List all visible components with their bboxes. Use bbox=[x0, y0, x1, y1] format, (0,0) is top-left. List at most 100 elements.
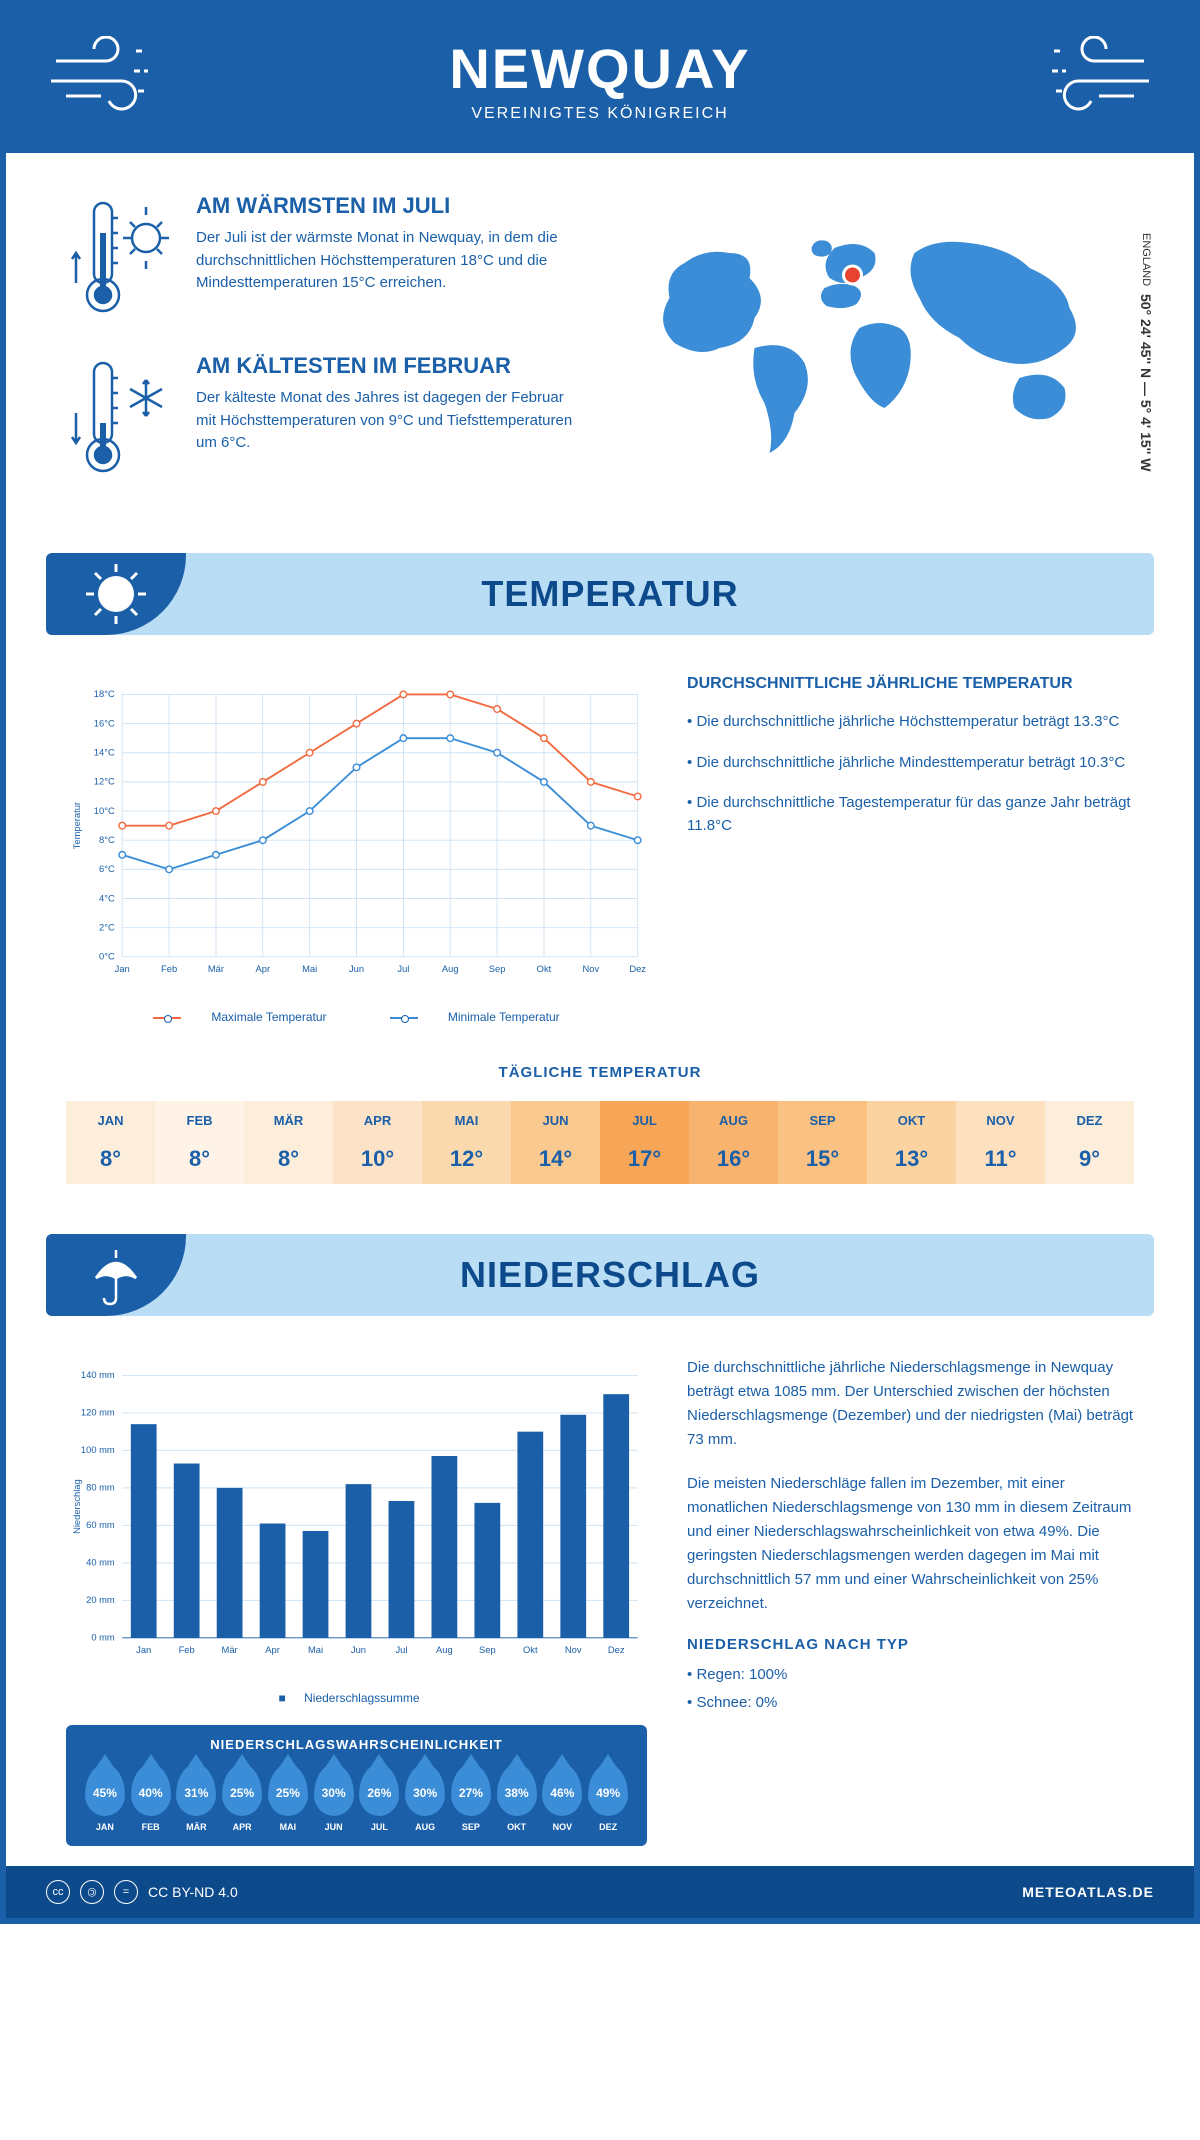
umbrella-icon bbox=[81, 1240, 151, 1310]
prob-title: NIEDERSCHLAGSWAHRSCHEINLICHKEIT bbox=[82, 1737, 631, 1752]
svg-text:Sep: Sep bbox=[479, 1645, 496, 1655]
svg-text:10°C: 10°C bbox=[94, 806, 115, 816]
wind-icon bbox=[46, 36, 176, 116]
svg-text:Sep: Sep bbox=[489, 964, 506, 974]
rain-drop: 46%NOV bbox=[540, 1764, 586, 1832]
svg-text:40 mm: 40 mm bbox=[86, 1558, 115, 1568]
svg-text:Apr: Apr bbox=[265, 1645, 280, 1655]
warmest-title: AM WÄRMSTEN IM JULI bbox=[196, 193, 585, 219]
precip-section-header: NIEDERSCHLAG bbox=[46, 1234, 1154, 1316]
svg-text:Dez: Dez bbox=[629, 964, 646, 974]
warmest-text: Der Juli ist der wärmste Monat in Newqua… bbox=[196, 227, 585, 295]
temperature-title: TEMPERATUR bbox=[206, 573, 1014, 615]
temp-cell: DEZ9° bbox=[1045, 1101, 1134, 1184]
temp-cell: FEB8° bbox=[155, 1101, 244, 1184]
nd-icon: = bbox=[114, 1880, 138, 1904]
country-name: VEREINIGTES KÖNIGREICH bbox=[449, 105, 750, 123]
rain-drop: 45%JAN bbox=[82, 1764, 128, 1832]
svg-text:8°C: 8°C bbox=[99, 835, 115, 845]
svg-text:Okt: Okt bbox=[537, 964, 552, 974]
temp-cell: SEP15° bbox=[778, 1101, 867, 1184]
temp-info-line: • Die durchschnittliche Tagestemperatur … bbox=[687, 792, 1134, 837]
thermometer-cold-icon bbox=[66, 353, 176, 483]
svg-text:Niederschlag: Niederschlag bbox=[72, 1479, 82, 1534]
daily-temperature: TÄGLICHE TEMPERATUR JAN8°FEB8°MÄR8°APR10… bbox=[66, 1064, 1134, 1184]
rain-drop: 27%SEP bbox=[448, 1764, 494, 1832]
summary-section: AM WÄRMSTEN IM JULI Der Juli ist der wär… bbox=[6, 153, 1194, 553]
svg-text:2°C: 2°C bbox=[99, 922, 115, 932]
svg-text:Feb: Feb bbox=[161, 964, 177, 974]
temperature-body: 0°C2°C4°C6°C8°C10°C12°C14°C16°C18°CJanFe… bbox=[6, 635, 1194, 1064]
sun-icon bbox=[81, 559, 151, 629]
svg-text:Temperatur: Temperatur bbox=[72, 802, 82, 849]
precip-type-title: NIEDERSCHLAG NACH TYP bbox=[687, 1636, 1134, 1653]
precip-bar-chart: 0 mm20 mm40 mm60 mm80 mm100 mm120 mm140 … bbox=[66, 1356, 647, 1676]
footer: cc 🄯 = CC BY-ND 4.0 METEOATLAS.DE bbox=[6, 1866, 1194, 1918]
svg-text:Apr: Apr bbox=[256, 964, 271, 974]
temp-cell: NOV11° bbox=[956, 1101, 1045, 1184]
temp-cell: JAN8° bbox=[66, 1101, 155, 1184]
rain-drop: 30%AUG bbox=[402, 1764, 448, 1832]
site-name: METEOATLAS.DE bbox=[1022, 1884, 1154, 1900]
svg-text:20 mm: 20 mm bbox=[86, 1595, 115, 1605]
svg-text:0 mm: 0 mm bbox=[91, 1633, 115, 1643]
temp-cell: AUG16° bbox=[689, 1101, 778, 1184]
svg-text:6°C: 6°C bbox=[99, 864, 115, 874]
temp-cell: APR10° bbox=[333, 1101, 422, 1184]
svg-text:0°C: 0°C bbox=[99, 952, 115, 962]
map-area: ENGLAND 50° 24' 45'' N — 5° 4' 15'' W bbox=[615, 193, 1134, 513]
svg-text:Jul: Jul bbox=[397, 964, 409, 974]
svg-text:12°C: 12°C bbox=[94, 777, 115, 787]
temp-cell: JUN14° bbox=[511, 1101, 600, 1184]
chart-legend: Maximale Temperatur Minimale Temperatur bbox=[66, 1010, 647, 1024]
svg-text:100 mm: 100 mm bbox=[81, 1445, 115, 1455]
svg-text:Jul: Jul bbox=[395, 1645, 407, 1655]
rain-drop: 25%APR bbox=[219, 1764, 265, 1832]
svg-text:Aug: Aug bbox=[436, 1645, 453, 1655]
coordinates: ENGLAND 50° 24' 45'' N — 5° 4' 15'' W bbox=[1138, 233, 1154, 471]
header: NEWQUAY VEREINIGTES KÖNIGREICH bbox=[6, 6, 1194, 153]
svg-text:Nov: Nov bbox=[565, 1645, 582, 1655]
svg-text:Mai: Mai bbox=[302, 964, 317, 974]
temp-cell: JUL17° bbox=[600, 1101, 689, 1184]
rain-drop: 38%OKT bbox=[494, 1764, 540, 1832]
svg-text:Nov: Nov bbox=[582, 964, 599, 974]
svg-text:Jun: Jun bbox=[351, 1645, 366, 1655]
precip-body: 0 mm20 mm40 mm60 mm80 mm100 mm120 mm140 … bbox=[6, 1316, 1194, 1866]
city-name: NEWQUAY bbox=[449, 36, 750, 101]
precip-type-line: • Schnee: 0% bbox=[687, 1691, 1134, 1715]
svg-text:18°C: 18°C bbox=[94, 689, 115, 699]
temperature-info: DURCHSCHNITTLICHE JÄHRLICHE TEMPERATUR •… bbox=[687, 675, 1134, 1024]
svg-text:Okt: Okt bbox=[523, 1645, 538, 1655]
precip-type-line: • Regen: 100% bbox=[687, 1663, 1134, 1687]
svg-text:Mär: Mär bbox=[208, 964, 224, 974]
daily-temp-table: JAN8°FEB8°MÄR8°APR10°MAI12°JUN14°JUL17°A… bbox=[66, 1101, 1134, 1184]
temperature-line-chart: 0°C2°C4°C6°C8°C10°C12°C14°C16°C18°CJanFe… bbox=[66, 675, 647, 995]
header-title: NEWQUAY VEREINIGTES KÖNIGREICH bbox=[449, 36, 750, 123]
probability-box: NIEDERSCHLAGSWAHRSCHEINLICHKEIT 45%JAN40… bbox=[66, 1725, 647, 1846]
temp-info-line: • Die durchschnittliche jährliche Höchst… bbox=[687, 711, 1134, 734]
by-icon: 🄯 bbox=[80, 1880, 104, 1904]
world-map-icon bbox=[615, 193, 1134, 473]
rain-drop: 25%MAI bbox=[265, 1764, 311, 1832]
svg-text:Jan: Jan bbox=[115, 964, 130, 974]
bar-legend: ■ Niederschlagssumme bbox=[66, 1691, 647, 1705]
temp-cell: OKT13° bbox=[867, 1101, 956, 1184]
infographic-page: NEWQUAY VEREINIGTES KÖNIGREICH bbox=[0, 0, 1200, 1924]
svg-text:Mär: Mär bbox=[222, 1645, 238, 1655]
temp-info-title: DURCHSCHNITTLICHE JÄHRLICHE TEMPERATUR bbox=[687, 675, 1134, 693]
precip-title: NIEDERSCHLAG bbox=[206, 1254, 1014, 1296]
svg-text:Mai: Mai bbox=[308, 1645, 323, 1655]
rain-drop: 49%DEZ bbox=[585, 1764, 631, 1832]
warmest-fact: AM WÄRMSTEN IM JULI Der Juli ist der wär… bbox=[66, 193, 585, 323]
temp-cell: MÄR8° bbox=[244, 1101, 333, 1184]
svg-text:120 mm: 120 mm bbox=[81, 1408, 115, 1418]
rain-drop: 26%JUL bbox=[357, 1764, 403, 1832]
svg-text:80 mm: 80 mm bbox=[86, 1483, 115, 1493]
precip-text-1: Die durchschnittliche jährliche Niedersc… bbox=[687, 1356, 1134, 1452]
precip-text-2: Die meisten Niederschläge fallen im Deze… bbox=[687, 1472, 1134, 1616]
svg-text:Jun: Jun bbox=[349, 964, 364, 974]
location-marker-icon bbox=[844, 266, 862, 284]
svg-text:Feb: Feb bbox=[179, 1645, 195, 1655]
temp-info-line: • Die durchschnittliche jährliche Mindes… bbox=[687, 752, 1134, 775]
